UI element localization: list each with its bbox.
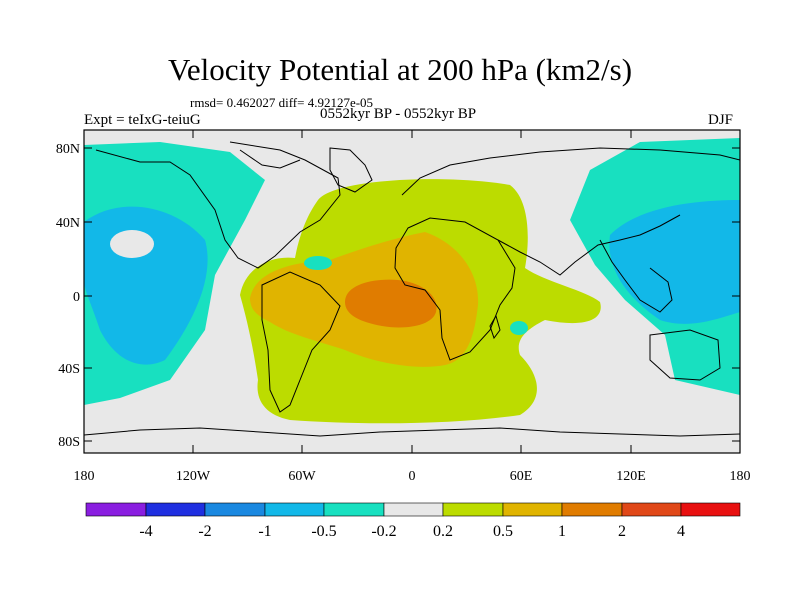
- colorbar-box: [442, 502, 504, 517]
- lon-tick-label-60e: 60E: [510, 469, 533, 484]
- colorbar-box: [502, 502, 563, 517]
- colorbar-label: 0.5: [493, 523, 513, 540]
- colorbar-box: [561, 502, 623, 517]
- colorbar-label: -0.2: [371, 523, 396, 540]
- colorbar-box: [323, 502, 385, 517]
- colorbar-label: -1: [258, 523, 271, 540]
- neutral-pocket-north-pacific: [110, 230, 154, 258]
- period-label: 0552kyr BP - 0552kyr BP: [320, 106, 477, 122]
- colorbar-label: 2: [618, 523, 626, 540]
- contour-field: [84, 130, 740, 453]
- colorbar-box: [204, 502, 266, 517]
- lon-tick-label-0: 0: [409, 469, 416, 484]
- lat-tick-label-40n: 40N: [56, 216, 80, 231]
- lat-tick-label-40s: 40S: [58, 362, 80, 377]
- colorbar: [85, 502, 741, 517]
- colorbar-box: [680, 502, 741, 517]
- lon-tick-label-180e: 180: [730, 469, 751, 484]
- colorbar-box: [621, 502, 682, 517]
- lat-tick-marks: [84, 147, 740, 442]
- coastlines: [84, 141, 740, 437]
- season-label: DJF: [708, 112, 734, 128]
- lon-tick-label-120w: 120W: [176, 469, 211, 484]
- lon-tick-label-180w: 180: [74, 469, 95, 484]
- colorbar-box: [85, 502, 147, 517]
- colorbar-label: 0.2: [433, 523, 453, 540]
- lat-tick-label-80s: 80S: [58, 435, 80, 450]
- figure-title: Velocity Potential at 200 hPa (km2/s): [167, 52, 633, 87]
- colorbar-box: [264, 502, 325, 517]
- negative-pocket-indian-ocean: [510, 321, 528, 335]
- colorbar-label: -2: [198, 523, 211, 540]
- colorbar-box: [145, 502, 206, 517]
- negative-pocket-atlantic: [304, 256, 332, 270]
- colorbar-label: -0.5: [311, 523, 336, 540]
- lon-tick-marks: [83, 130, 741, 453]
- colorbar-label: 4: [677, 523, 685, 540]
- positive-region-strong: [345, 279, 437, 328]
- colorbar-label: 1: [558, 523, 566, 540]
- negative-region-west-pacific-mid: [609, 200, 740, 324]
- stats-label: rmsd= 0.462027 diff= 4.92127e-05: [190, 95, 374, 110]
- lat-tick-label-80n: 80N: [56, 142, 80, 157]
- lon-tick-label-120e: 120E: [616, 469, 646, 484]
- lat-tick-label-0: 0: [73, 290, 80, 305]
- lon-tick-label-60w: 60W: [288, 469, 316, 484]
- colorbar-label: -4: [139, 523, 152, 540]
- colorbar-box: [383, 502, 444, 517]
- experiment-label: Expt = teIxG-teiuG: [84, 112, 201, 128]
